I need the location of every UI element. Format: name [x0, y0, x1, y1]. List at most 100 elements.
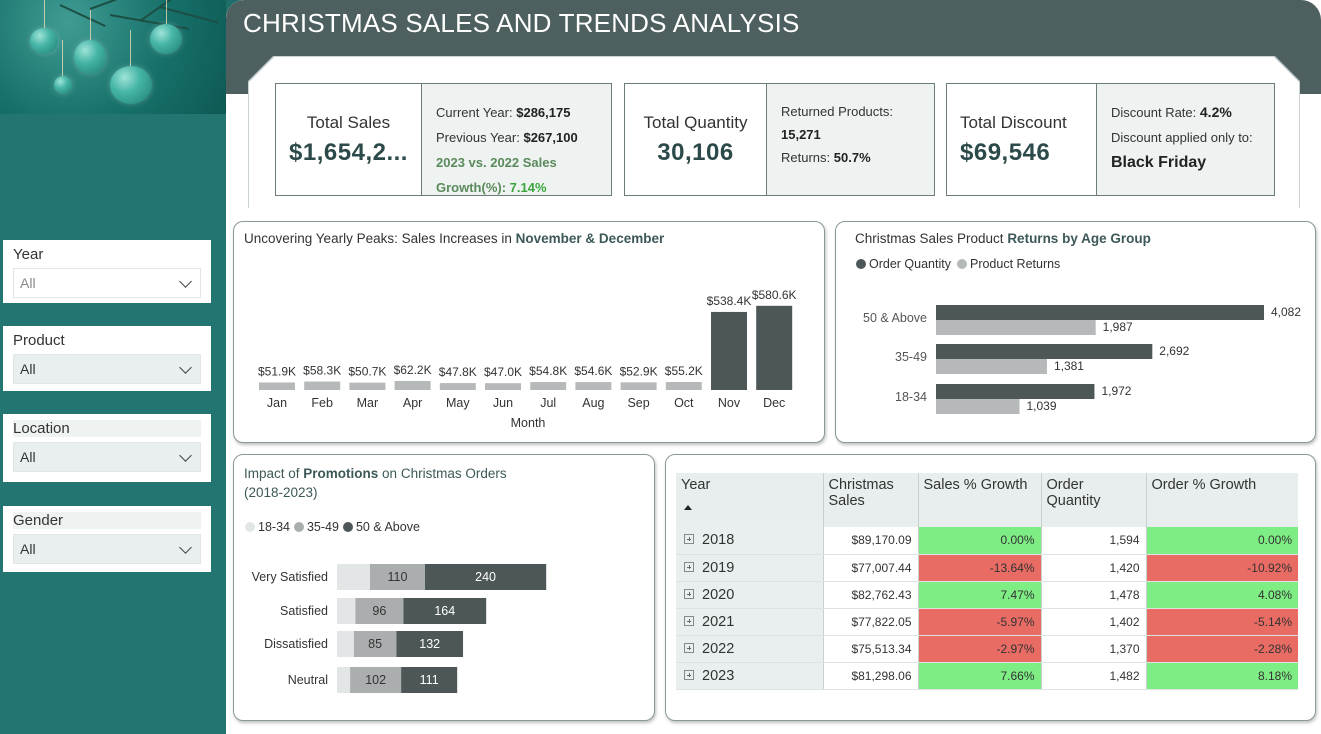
bar-segment-18-34 [337, 631, 354, 657]
card-title-bold: Promotions [303, 466, 379, 481]
chevron-down-icon [179, 274, 192, 288]
sales-cell: $89,170.09 [822, 527, 918, 555]
returned-products-value: 15,271 [781, 127, 821, 142]
bar-order-quantity [936, 384, 1095, 399]
expand-icon[interactable] [684, 669, 694, 680]
table-row[interactable]: 2021 $77,822.05 -5.97% 1,402 -5.14% [676, 608, 1298, 636]
x-tick-label: Mar [357, 396, 379, 410]
expand-icon[interactable] [684, 615, 694, 626]
data-label: $51.9K [258, 364, 296, 378]
location-dropdown-value: All [20, 449, 36, 465]
current-year-value: $286,175 [516, 105, 571, 120]
kpi-total-quantity-detail: Returned Products: 15,271 Returns: 50.7% [767, 84, 934, 195]
x-tick-label: Aug [582, 396, 604, 410]
bar-mar [349, 382, 386, 390]
location-dropdown[interactable]: All [13, 442, 201, 472]
data-label: $50.7K [348, 365, 386, 379]
column-header-label: Christmas Sales [828, 477, 894, 509]
x-tick-label: Sep [627, 396, 649, 410]
year-cell: 2021 [676, 608, 823, 636]
sales-growth-cell: 7.66% [917, 662, 1041, 690]
sales-growth-cell: -2.97% [917, 635, 1041, 663]
year-cell: 2022 [676, 635, 823, 663]
kpi-total-discount: Total Discount $69,546 Discount Rate: 4.… [946, 83, 1275, 196]
bar-oct [665, 381, 702, 390]
x-tick-label: Feb [311, 396, 333, 410]
column-header-year[interactable]: Year [676, 473, 823, 527]
column-header-order-quantity[interactable]: Order Quantity [1040, 473, 1146, 527]
legend-label: Order Quantity [869, 257, 951, 271]
gender-dropdown[interactable]: All [13, 534, 201, 564]
data-label: 1,381 [1054, 359, 1084, 373]
gender-filter: Gender All [3, 506, 211, 572]
product-dropdown[interactable]: All [13, 354, 201, 384]
order-growth-cell: -5.14% [1145, 608, 1298, 636]
column-header-christmas-sales[interactable]: Christmas Sales [822, 473, 918, 527]
bar-product-returns [936, 320, 1096, 335]
promotions-legend: 18-34 35-49 50 & Above [245, 520, 420, 534]
bar-apr [394, 380, 431, 390]
order-growth-cell: 8.18% [1145, 662, 1298, 690]
data-label: 2,692 [1159, 344, 1189, 358]
bar-segment-35-49 [370, 564, 425, 590]
discount-rate-value: 4.2% [1199, 104, 1232, 120]
growth-value: 7.14% [509, 180, 547, 195]
order-quantity-cell: 1,594 [1040, 527, 1146, 555]
order-quantity-cell: 1,478 [1040, 581, 1146, 609]
card-title: Uncovering Yearly Peaks: Sales Increases… [244, 231, 664, 246]
order-quantity-cell: 1,420 [1040, 554, 1146, 582]
discount-applied-label: Discount applied only to: [1111, 130, 1253, 145]
table-row[interactable]: 2020 $82,762.43 7.47% 1,478 4.08% [676, 581, 1298, 609]
expand-icon[interactable] [684, 642, 694, 653]
column-header-order-growth[interactable]: Order % Growth [1145, 473, 1298, 527]
bar-may [439, 383, 476, 390]
expand-icon[interactable] [684, 588, 694, 599]
data-label: $47.0K [484, 365, 522, 379]
bar-feb [304, 381, 341, 390]
data-label: $62.2K [394, 363, 432, 377]
data-label: 1,039 [1026, 399, 1056, 413]
year-cell: 2023 [676, 662, 823, 690]
order-quantity-cell: 1,482 [1040, 662, 1146, 690]
legend-dot [245, 522, 255, 532]
bar-segment-35-49 [350, 667, 402, 693]
kpi-value: $69,546 [960, 138, 1051, 166]
year-dropdown[interactable]: All [13, 268, 201, 298]
christmas-ornaments-image [0, 0, 226, 114]
order-growth-cell: -10.92% [1145, 554, 1298, 582]
data-label: 164 [434, 604, 455, 618]
bar-dec [756, 305, 793, 390]
year-filter: Year All [3, 240, 211, 303]
legend-label: 18-34 [258, 520, 290, 534]
sales-cell: $81,298.06 [822, 662, 918, 690]
data-label: 111 [420, 673, 439, 687]
table-row[interactable]: 2018 $89,170.09 0.00% 1,594 0.00% [676, 527, 1298, 555]
chevron-down-icon [179, 448, 192, 462]
expand-icon[interactable] [684, 561, 694, 572]
table-row[interactable]: 2019 $77,007.44 -13.64% 1,420 -10.92% [676, 554, 1298, 582]
year-label: 2022 [702, 640, 735, 657]
bar-jul [530, 382, 567, 390]
table-row[interactable]: 2022 $75,513.34 -2.97% 1,370 -2.28% [676, 635, 1298, 663]
y-tick-label: Dissatisfied [264, 637, 328, 651]
sort-ascending-icon[interactable] [684, 505, 692, 510]
growth-label-2: Growth(%): [436, 180, 507, 195]
yearly-table-card: Year Christmas Sales Sales % Growth Orde… [665, 454, 1316, 721]
column-header-sales-growth[interactable]: Sales % Growth [917, 473, 1041, 527]
order-growth-cell: 0.00% [1145, 527, 1298, 555]
sales-cell: $75,513.34 [822, 635, 918, 663]
returned-products-label: Returned Products: [781, 104, 894, 119]
expand-icon[interactable] [684, 534, 694, 545]
returns-value: 50.7% [833, 150, 871, 165]
data-label: 1,987 [1103, 320, 1133, 334]
y-tick-label: 18-34 [895, 390, 927, 404]
card-title-text: Uncovering Yearly Peaks: Sales Increases… [244, 231, 516, 246]
table-header-row: Year Christmas Sales Sales % Growth Orde… [676, 473, 1298, 527]
discount-applied-value: Black Friday [1111, 154, 1207, 171]
legend-item: 50 & Above [342, 520, 420, 534]
bar-segment-50-above [396, 631, 464, 657]
bar-segment-50-above [403, 598, 487, 624]
year-label: 2023 [702, 667, 735, 684]
y-tick-label: Neutral [288, 673, 328, 687]
table-row[interactable]: 2023 $81,298.06 7.66% 1,482 8.18% [676, 662, 1298, 690]
